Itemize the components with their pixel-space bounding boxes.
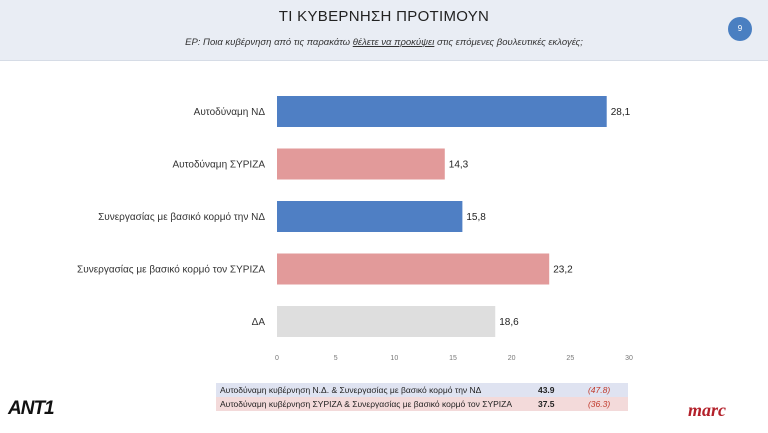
summary-label: Αυτοδύναμη κυβέρνηση ΣΥΡΙΖΑ & Συνεργασία… xyxy=(220,399,513,409)
data-label: 18,6 xyxy=(499,317,519,328)
category-label: Συνεργασίας με βασικό κορμό την ΝΔ xyxy=(98,211,265,223)
data-label: 14,3 xyxy=(449,160,469,171)
ant1-logo: ANT1 xyxy=(8,398,55,419)
summary-label: Αυτοδύναμη κυβέρνηση Ν.Δ. & Συνεργασίας … xyxy=(220,385,482,395)
summary-table: Αυτοδύναμη κυβέρνηση Ν.Δ. & Συνεργασίας … xyxy=(216,383,628,411)
summary-row-syriza: Αυτοδύναμη κυβέρνηση ΣΥΡΙΖΑ & Συνεργασία… xyxy=(216,397,628,411)
subtitle-underlined: θέλετε να προκύψει xyxy=(352,37,435,48)
bar xyxy=(277,96,607,127)
summary-previous: (47.8) xyxy=(587,385,611,395)
subtitle-pre: ΕΡ: Ποια κυβέρνηση από τις παρακάτω xyxy=(185,37,353,48)
category-label: Αυτοδύναμη ΣΥΡΙΖΑ xyxy=(172,159,265,171)
x-tick-label: 25 xyxy=(566,355,574,362)
data-label: 28,1 xyxy=(611,107,631,118)
bar-chart: Αυτοδύναμη ΝΔ 28,1 Αυτοδύναμη ΣΥΡΙΖΑ 14,3 Συ… xyxy=(77,96,633,362)
question-subtitle: ΕΡ: Ποια κυβέρνηση από τις παρακάτω θέλε… xyxy=(0,37,768,48)
bar xyxy=(277,201,463,232)
summary-row-nd: Αυτοδύναμη κυβέρνηση Ν.Δ. & Συνεργασίας … xyxy=(216,383,628,397)
x-tick-label: 10 xyxy=(390,355,398,362)
category-label: ΔΑ xyxy=(252,317,266,328)
page-number-badge: 9 xyxy=(728,17,752,41)
summary-value: 43.9 xyxy=(537,385,555,395)
header: ΤΙ ΚΥΒΕΡΝΗΣΗ ΠΡΟΤΙΜΟΥΝ ΕΡ: Ποια κυβέρνησ… xyxy=(0,0,768,61)
data-label: 23,2 xyxy=(553,265,573,276)
marc-logo: marc xyxy=(688,400,726,420)
page-title: ΤΙ ΚΥΒΕΡΝΗΣΗ ΠΡΟΤΙΜΟΥΝ xyxy=(278,8,490,25)
x-tick-label: 15 xyxy=(449,355,457,362)
summary-previous: (36.3) xyxy=(587,399,611,409)
category-label: Αυτοδύναμη ΝΔ xyxy=(194,106,266,118)
x-tick-label: 0 xyxy=(275,355,279,362)
summary-value: 37.5 xyxy=(537,399,555,409)
x-tick-label: 30 xyxy=(625,355,633,362)
bar xyxy=(277,148,445,180)
data-label: 15,8 xyxy=(466,212,486,223)
bar xyxy=(277,306,496,337)
x-tick-label: 5 xyxy=(334,355,338,362)
x-tick-label: 20 xyxy=(508,355,516,362)
category-label: Συνεργασίας με βασικό κορμό τον ΣΥΡΙΖΑ xyxy=(77,264,265,276)
bar xyxy=(277,253,550,285)
subtitle-post: στις επόμενες βουλευτικές εκλογές; xyxy=(434,37,583,48)
